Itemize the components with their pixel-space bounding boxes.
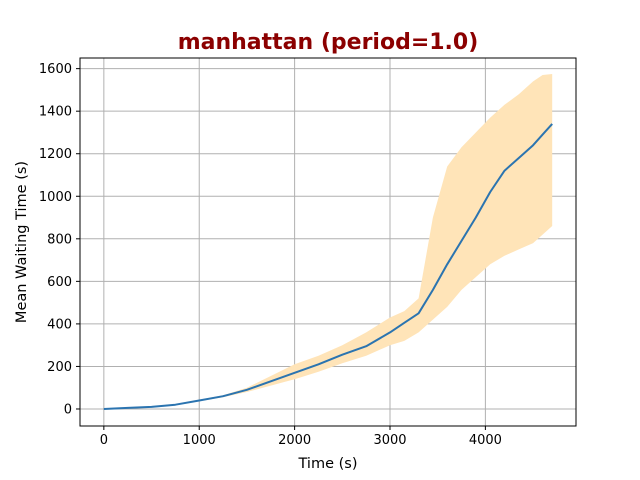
y-tick-label: 1000: [39, 190, 72, 205]
y-axis-ticks: 0 200 400 600 800 1000 1200 1400 1600: [39, 62, 80, 417]
confidence-band-layer: [103, 74, 553, 409]
y-tick-label: 1400: [39, 105, 72, 120]
series-line-layer: [103, 123, 553, 410]
plot-frame: [79, 57, 577, 427]
y-tick-label: 600: [47, 275, 72, 290]
y-tick-label: 0: [64, 402, 72, 417]
chart-title: manhattan (period=1.0): [178, 30, 479, 55]
confidence-band: [103, 74, 553, 409]
y-tick-label: 1600: [39, 62, 72, 77]
series-line: [103, 123, 553, 410]
x-tick-label: 1000: [183, 433, 216, 448]
x-axis-label: Time (s): [298, 456, 358, 472]
x-tick-label: 3000: [373, 433, 406, 448]
x-tick-label: 0: [100, 433, 108, 448]
x-tick-label: 4000: [469, 433, 502, 448]
x-tick-label: 2000: [278, 433, 311, 448]
y-axis-label: Mean Waiting Time (s): [14, 161, 30, 323]
x-axis-ticks: 0 1000 2000 3000 4000: [100, 426, 502, 448]
y-tick-label: 200: [47, 360, 72, 375]
y-tick-label: 800: [47, 232, 72, 247]
y-tick-label: 400: [47, 317, 72, 332]
y-tick-label: 1200: [39, 147, 72, 162]
